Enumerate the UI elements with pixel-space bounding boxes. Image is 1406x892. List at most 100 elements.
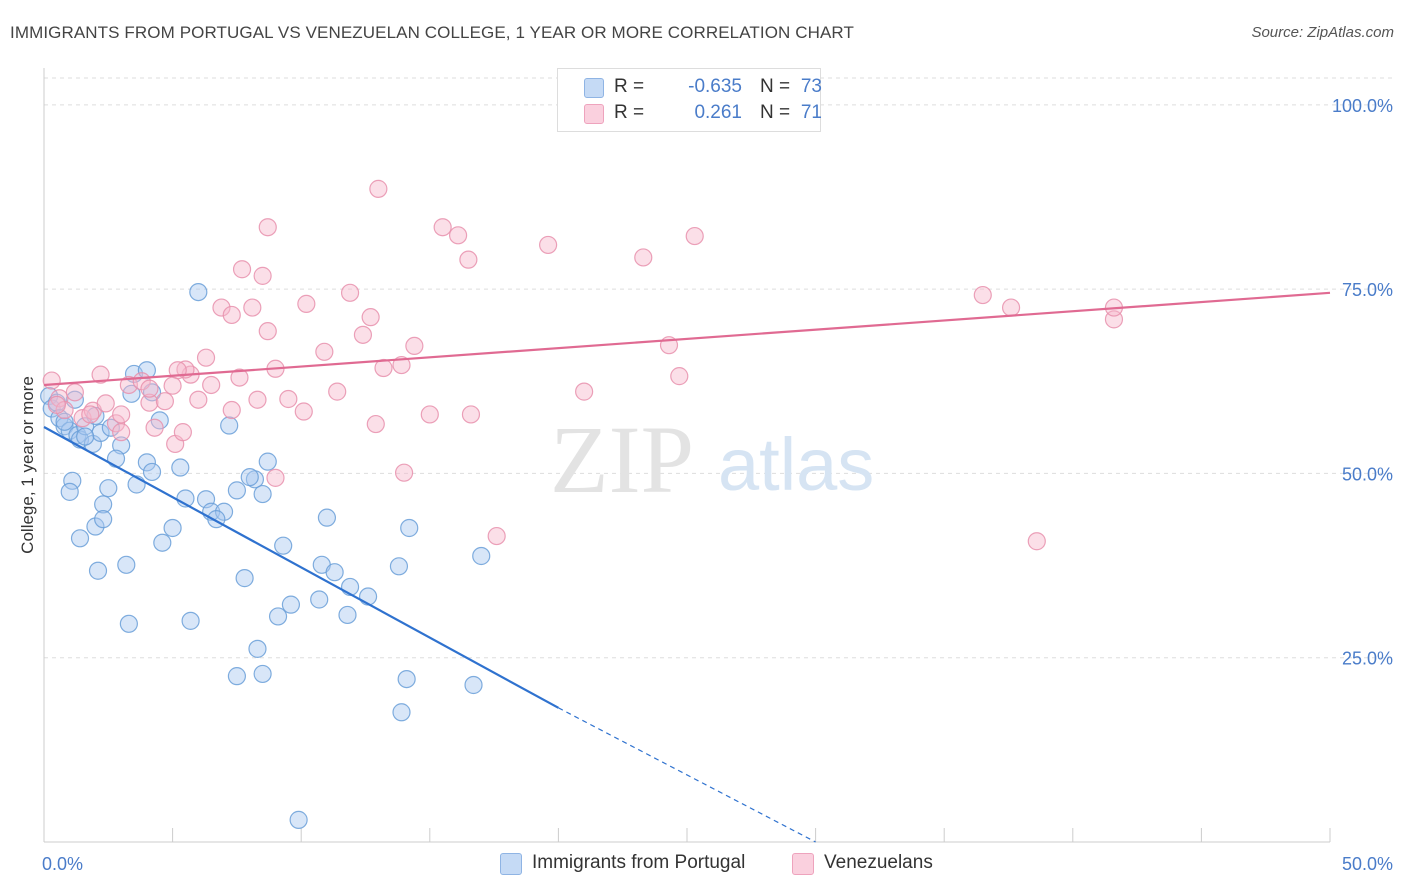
x-tick-label: 50.0% — [1342, 854, 1393, 874]
legend-r-value: 0.261 — [694, 102, 742, 123]
point-venezuelans — [433, 218, 452, 237]
point-venezuelans — [258, 218, 277, 237]
legend-n-label: N = — [760, 76, 791, 97]
trendline-venezuelans — [43, 291, 1331, 387]
watermark-zip: ZIP — [550, 406, 694, 513]
point-venezuelans — [222, 305, 241, 325]
point-venezuelans — [47, 395, 66, 414]
legend-r-value: -0.635 — [688, 76, 742, 97]
y-tick-label: 100.0% — [1332, 96, 1393, 116]
point-venezuelans — [1001, 298, 1021, 317]
point-venezuelans — [394, 463, 414, 482]
point-venezuelans — [266, 468, 285, 487]
point-venezuelans — [575, 382, 594, 401]
point-portugal — [94, 510, 113, 529]
point-venezuelans — [96, 394, 115, 413]
point-portugal — [235, 569, 254, 588]
point-portugal — [214, 502, 234, 521]
point-portugal — [464, 675, 483, 695]
point-portugal — [137, 453, 156, 472]
bottom-swatch-venezuelans — [792, 853, 814, 875]
point-venezuelans — [163, 376, 182, 395]
point-portugal — [397, 669, 416, 689]
point-portugal — [310, 590, 329, 609]
point-venezuelans — [112, 405, 131, 424]
point-venezuelans — [487, 526, 506, 546]
point-portugal — [171, 458, 190, 477]
point-portugal — [60, 482, 79, 501]
point-portugal — [106, 449, 126, 468]
y-tick-label: 50.0% — [1342, 464, 1393, 484]
point-venezuelans — [539, 235, 558, 255]
point-venezuelans — [145, 418, 164, 437]
y-tick-label: 25.0% — [1342, 649, 1393, 669]
y-axis-label: College, 1 year or more — [18, 376, 37, 554]
point-portugal — [163, 518, 182, 538]
chart-title: IMMIGRANTS FROM PORTUGAL VS VENEZUELAN C… — [10, 23, 854, 42]
legend-n-value: 73 — [800, 76, 822, 97]
point-venezuelans — [361, 308, 380, 327]
point-venezuelans — [297, 294, 316, 313]
point-venezuelans — [155, 392, 174, 411]
point-portugal — [268, 607, 288, 626]
point-venezuelans — [670, 367, 689, 386]
point-venezuelans — [634, 248, 653, 267]
point-venezuelans — [340, 283, 360, 302]
point-venezuelans — [392, 355, 411, 375]
point-venezuelans — [106, 414, 126, 433]
point-venezuelans — [91, 365, 110, 384]
point-venezuelans — [196, 348, 216, 367]
point-venezuelans — [279, 389, 298, 409]
point-portugal — [338, 605, 357, 625]
point-venezuelans — [374, 358, 393, 378]
point-venezuelans — [42, 371, 61, 390]
point-venezuelans — [253, 266, 272, 285]
x-tick-label: 0.0% — [42, 854, 83, 874]
point-portugal — [63, 471, 82, 490]
point-portugal — [153, 533, 172, 552]
point-venezuelans — [405, 336, 424, 356]
point-venezuelans — [232, 260, 252, 279]
point-portugal — [258, 452, 277, 471]
point-portugal — [400, 518, 419, 538]
point-portugal — [76, 427, 95, 446]
point-portugal — [253, 484, 272, 504]
bottom-legend-label: Immigrants from Portugal — [532, 852, 746, 873]
point-venezuelans — [448, 226, 468, 245]
point-venezuelans — [243, 298, 262, 317]
point-portugal — [220, 416, 239, 435]
point-portugal — [248, 639, 267, 658]
point-venezuelans — [459, 250, 478, 269]
point-portugal — [189, 282, 208, 302]
y-tick-label: 75.0% — [1342, 280, 1393, 300]
data-points — [40, 179, 1124, 829]
point-venezuelans — [212, 298, 231, 317]
legend-swatch-venezuelans — [584, 104, 604, 124]
point-venezuelans — [315, 342, 334, 361]
trend-lines — [43, 291, 1331, 843]
point-venezuelans — [173, 423, 192, 442]
point-venezuelans — [112, 423, 131, 442]
point-venezuelans — [140, 393, 159, 412]
point-portugal — [317, 508, 337, 527]
point-portugal — [289, 810, 308, 829]
point-portugal — [227, 667, 246, 686]
legend-swatch-portugal — [584, 78, 604, 98]
point-portugal — [181, 611, 200, 630]
point-portugal — [325, 563, 344, 582]
axes — [43, 68, 1331, 843]
point-portugal — [227, 481, 246, 500]
legend-n-value: 71 — [800, 102, 822, 123]
point-venezuelans — [202, 375, 221, 395]
correlation-legend: R = -0.635 N = 73 R = 0.261 N = 71 — [557, 68, 822, 132]
point-portugal — [142, 462, 162, 482]
point-portugal — [86, 517, 105, 536]
point-venezuelans — [461, 405, 481, 424]
point-venezuelans — [973, 285, 992, 305]
legend-r-label: R = — [614, 76, 645, 97]
source-label: Source: ZipAtlas.com — [1251, 24, 1394, 41]
point-portugal — [240, 468, 259, 487]
watermark-atlas: atlas — [718, 423, 874, 506]
point-venezuelans — [685, 226, 704, 246]
